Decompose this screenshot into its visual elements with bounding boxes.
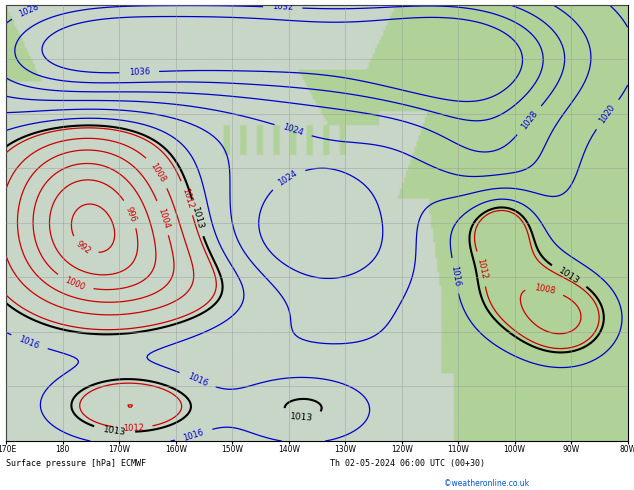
Text: 1028: 1028 <box>519 109 539 131</box>
Text: 1013: 1013 <box>290 412 313 422</box>
Text: 1008: 1008 <box>533 283 556 296</box>
Text: 992: 992 <box>74 240 93 256</box>
Text: 1020: 1020 <box>598 103 617 125</box>
Text: 1024: 1024 <box>281 122 304 138</box>
Text: 1013: 1013 <box>190 206 205 230</box>
Text: 1032: 1032 <box>272 2 294 12</box>
Text: 1008: 1008 <box>148 161 167 184</box>
Text: 1036: 1036 <box>129 67 150 77</box>
Text: 1016: 1016 <box>182 427 205 442</box>
Text: 1012: 1012 <box>476 258 489 280</box>
Text: 1016: 1016 <box>186 371 209 388</box>
Text: 1024: 1024 <box>276 169 299 188</box>
Text: 996: 996 <box>124 205 138 223</box>
Text: 1016: 1016 <box>449 265 462 287</box>
Text: Surface pressure [hPa] ECMWF: Surface pressure [hPa] ECMWF <box>6 459 146 468</box>
Text: 1012: 1012 <box>122 423 144 433</box>
Text: 1013: 1013 <box>102 425 126 437</box>
Text: 1028: 1028 <box>18 2 41 19</box>
Text: 1004: 1004 <box>156 207 171 229</box>
Text: 1000: 1000 <box>63 275 86 292</box>
Text: 1016: 1016 <box>18 334 41 351</box>
Text: Th 02-05-2024 06:00 UTC (00+30): Th 02-05-2024 06:00 UTC (00+30) <box>330 459 484 468</box>
Text: 1013: 1013 <box>557 266 581 286</box>
Text: 1012: 1012 <box>180 187 195 209</box>
Text: ©weatheronline.co.uk: ©weatheronline.co.uk <box>444 479 529 488</box>
